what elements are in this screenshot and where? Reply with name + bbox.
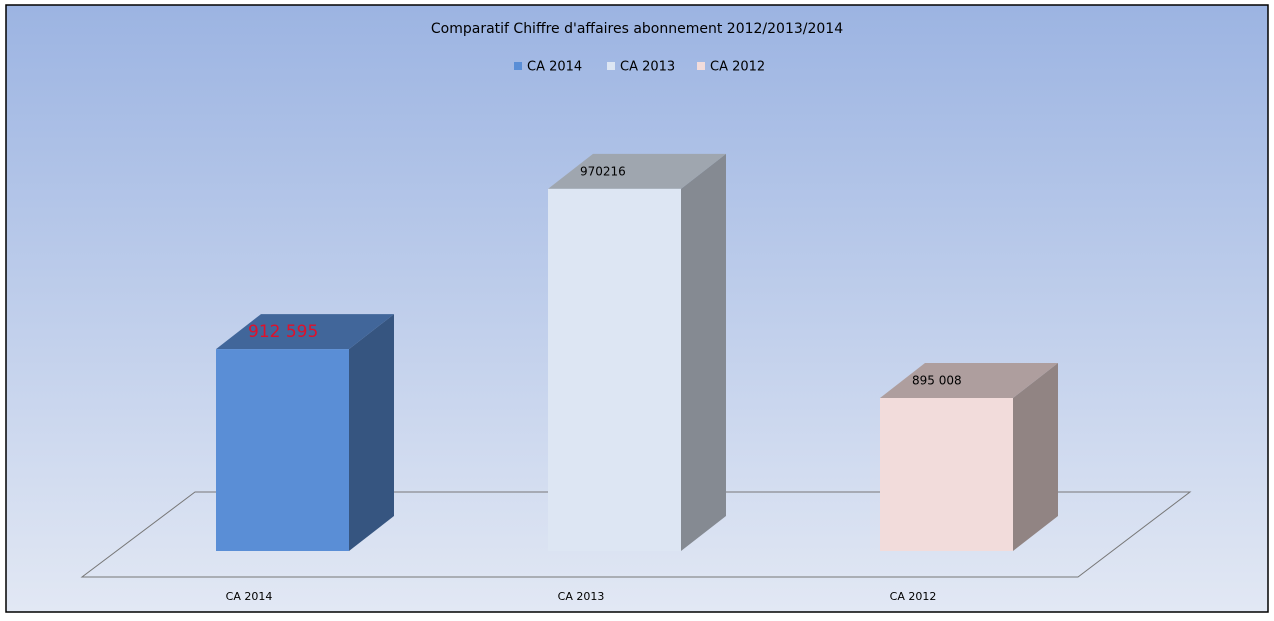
legend-swatch — [697, 62, 705, 70]
bar-side — [1013, 363, 1058, 551]
x-tick-label: CA 2014 — [226, 590, 273, 603]
x-tick-label: CA 2013 — [558, 590, 605, 603]
value-label: 895 008 — [912, 374, 962, 388]
bar-top — [216, 314, 394, 350]
bar — [548, 188, 681, 552]
x-tick-label: CA 2012 — [890, 590, 937, 603]
bar-side — [681, 153, 726, 552]
bar — [880, 398, 1013, 551]
legend-label: CA 2014 — [527, 60, 582, 75]
floor — [80, 491, 1192, 578]
legend-swatch — [514, 62, 522, 70]
bar — [216, 349, 349, 551]
legend-swatch — [607, 62, 615, 70]
value-label: 912 595 — [248, 322, 318, 342]
bar-side — [349, 314, 394, 551]
legend-label: CA 2012 — [710, 60, 765, 75]
value-label: 970216 — [580, 164, 626, 178]
legend-label: CA 2013 — [620, 60, 675, 75]
bar-top — [548, 153, 726, 189]
bar-top — [880, 363, 1058, 399]
chart-title: Comparatif Chiffre d'affaires abonnement… — [431, 21, 843, 37]
